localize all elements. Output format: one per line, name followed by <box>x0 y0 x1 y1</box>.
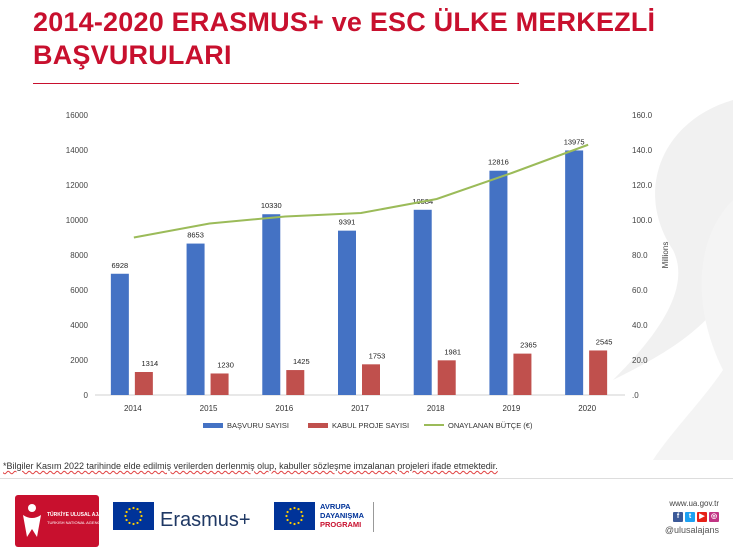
title-line-1: 2014-2020 ERASMUS+ ve ESC ÜLKE MERKEZLİ <box>33 7 656 37</box>
bar <box>362 364 380 395</box>
ua-logo-subtext: TURKISH NATIONAL AGENCY <box>47 520 104 525</box>
bar-data-label: 1753 <box>369 351 386 360</box>
contact-block: www.ua.gov.tr f t ▶ ◎ @ulusalajans <box>665 499 719 535</box>
x-tick-label: 2015 <box>200 404 218 413</box>
erasmus-plus-logo[interactable]: Erasmus+ <box>160 509 251 531</box>
facebook-icon[interactable]: f <box>673 512 683 522</box>
decorative-swoosh <box>613 100 733 460</box>
logo-separator <box>373 502 374 532</box>
bar-data-label: 1981 <box>444 347 461 356</box>
y-left-tick-label: 10000 <box>66 216 89 225</box>
legend-label: ONAYLANAN BÜTÇE (€) <box>448 421 533 430</box>
y-right-tick-label: 20.0 <box>632 356 648 365</box>
bar-data-label: 1314 <box>142 359 159 368</box>
bar-data-label: 13975 <box>564 137 585 146</box>
legend-label: KABUL PROJE SAYISI <box>332 421 409 430</box>
footnote: *Bilgiler Kasım 2022 tarihinde elde edil… <box>3 461 498 471</box>
x-tick-label: 2020 <box>578 404 596 413</box>
bar-data-label: 1425 <box>293 357 310 366</box>
y-right-axis-label: Millions <box>661 242 670 269</box>
eu-flag-icon <box>274 502 315 530</box>
avrupa-dayanisma-logo[interactable]: AVRUPA DAYANIŞMA PROGRAMI <box>320 502 364 529</box>
bar <box>413 209 432 395</box>
bar-data-label: 2365 <box>520 341 537 350</box>
x-tick-label: 2017 <box>351 404 369 413</box>
title-underline <box>33 83 519 84</box>
bar <box>210 373 229 395</box>
y-right-tick-label: 60.0 <box>632 286 648 295</box>
y-left-tick-label: 6000 <box>70 286 88 295</box>
footnote-divider <box>0 478 733 479</box>
title-line-2: BAŞVURULARI <box>33 40 232 70</box>
website-link[interactable]: www.ua.gov.tr <box>669 499 719 508</box>
ulusal-ajans-logo[interactable]: TÜRKİYE ULUSAL AJANSI TURKISH NATIONAL A… <box>15 495 110 547</box>
combo-chart: 0 2000 4000 6000 8000 10000 12000 14000 16000 .0 2… <box>66 111 670 430</box>
y-left-tick-label: 16000 <box>66 111 89 120</box>
legend-label: BAŞVURU SAYISI <box>227 421 289 430</box>
y-right-tick-label: .0 <box>632 391 639 400</box>
y-right-tick-label: 160.0 <box>632 111 653 120</box>
y-right-tick-label: 100.0 <box>632 216 653 225</box>
bar <box>513 353 532 395</box>
x-tick-label: 2018 <box>427 404 445 413</box>
bar <box>186 243 205 395</box>
social-icons: f t ▶ ◎ <box>665 512 719 522</box>
ad-logo-line-2: DAYANIŞMA <box>320 511 365 520</box>
bar-data-label: 8653 <box>187 231 204 240</box>
x-tick-label: 2016 <box>275 404 293 413</box>
bar-data-label: 1230 <box>217 360 234 369</box>
page-title: 2014-2020 ERASMUS+ ve ESC ÜLKE MERKEZLİ … <box>33 6 655 72</box>
y-right-tick-label: 120.0 <box>632 181 653 190</box>
instagram-icon[interactable]: ◎ <box>709 512 719 522</box>
bar-data-label: 10330 <box>261 201 282 210</box>
youtube-icon[interactable]: ▶ <box>697 512 707 522</box>
twitter-icon[interactable]: t <box>685 512 695 522</box>
y-left-tick-label: 8000 <box>70 251 88 260</box>
legend-swatch <box>308 423 328 428</box>
y-right-tick-label: 40.0 <box>632 321 648 330</box>
series-line <box>133 143 589 239</box>
y-right-tick-label: 140.0 <box>632 146 653 155</box>
bar <box>589 350 608 395</box>
ulusal-ajans-emblem-icon <box>23 504 41 537</box>
bar <box>338 230 356 395</box>
y-left-tick-label: 2000 <box>70 356 88 365</box>
bar-data-label: 2545 <box>596 337 613 346</box>
bar <box>262 214 281 395</box>
bar-data-label: 6928 <box>112 261 129 270</box>
x-tick-label: 2014 <box>124 404 142 413</box>
bar <box>565 150 584 395</box>
bar-data-label: 9391 <box>339 218 356 227</box>
legend-swatch <box>203 423 223 428</box>
y-left-tick-label: 0 <box>84 391 89 400</box>
eu-flag-icon <box>113 502 154 530</box>
ad-logo-line-1: AVRUPA <box>320 502 351 511</box>
y-left-tick-label: 12000 <box>66 181 89 190</box>
bar <box>437 360 456 395</box>
bar <box>286 370 305 395</box>
x-tick-label: 2019 <box>503 404 521 413</box>
y-right-tick-label: 80.0 <box>632 251 648 260</box>
bar <box>134 372 153 395</box>
ua-logo-text: TÜRKİYE ULUSAL AJANSI <box>47 512 111 518</box>
bar-data-label: 12816 <box>488 158 509 167</box>
bar <box>110 273 129 395</box>
social-handle[interactable]: @ulusalajans <box>664 525 719 535</box>
bar <box>489 170 508 395</box>
ad-logo-line-3: PROGRAMI <box>320 520 362 529</box>
y-left-tick-label: 14000 <box>66 146 89 155</box>
y-left-tick-label: 4000 <box>70 321 88 330</box>
footer: TÜRKİYE ULUSAL AJANSI TURKISH NATIONAL A… <box>0 480 733 556</box>
